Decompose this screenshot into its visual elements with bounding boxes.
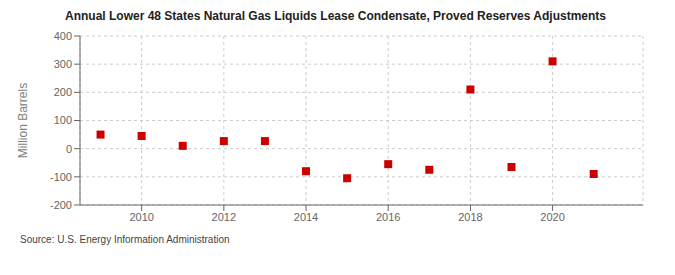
html-text:Annual Lower 48 States Natural: Annual Lower 48 States Natural Gas Liqui…: [65, 9, 606, 23]
svg-text:200: 200: [54, 86, 72, 98]
svg-text:-200: -200: [50, 199, 72, 211]
svg-text:2010: 2010: [129, 211, 153, 223]
svg-text:2012: 2012: [212, 211, 236, 223]
html-text:Source: U.S. Energy Informatio: Source: U.S. Energy Information Administ…: [20, 234, 230, 245]
svg-text:0: 0: [66, 143, 72, 155]
svg-text:2020: 2020: [540, 211, 564, 223]
svg-text:Million Barrels: Million Barrels: [16, 83, 30, 158]
svg-text:-100: -100: [50, 171, 72, 183]
svg-text:300: 300: [54, 58, 72, 70]
svg-text:2016: 2016: [376, 211, 400, 223]
svg-text:400: 400: [54, 30, 72, 42]
svg-text:2018: 2018: [458, 211, 482, 223]
svg-text:2014: 2014: [294, 211, 318, 223]
svg-text:100: 100: [54, 114, 72, 126]
